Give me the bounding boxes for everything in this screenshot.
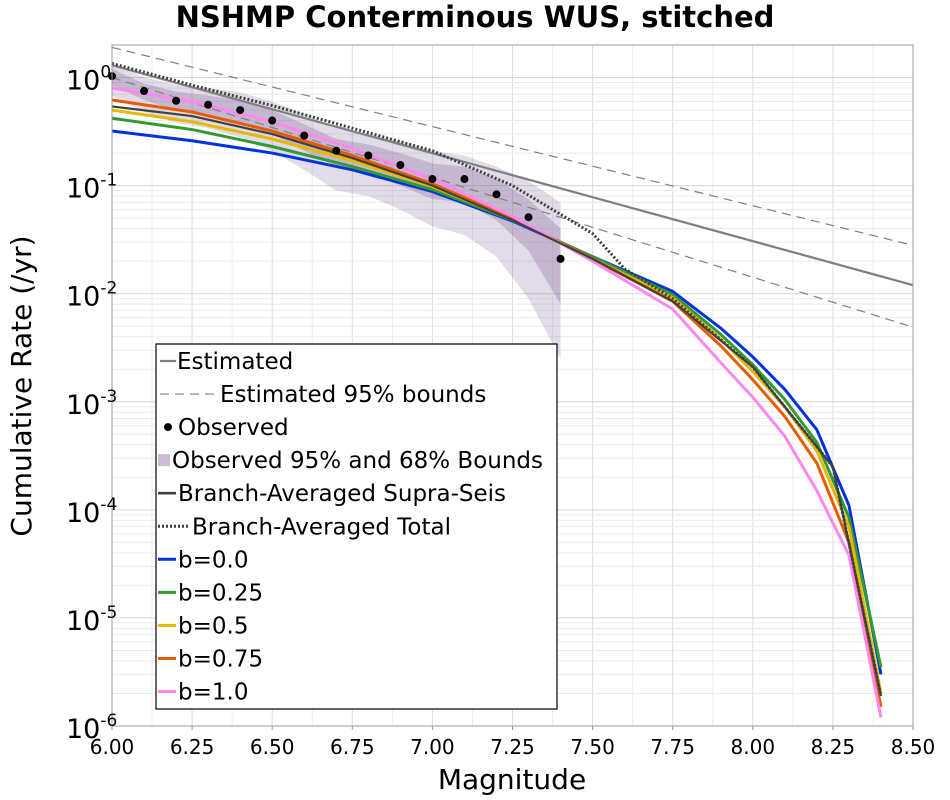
y-tick-exponent: -1 xyxy=(100,171,117,191)
estimated-upper-bound-line xyxy=(111,46,914,246)
legend-label: Estimated xyxy=(177,349,293,375)
y-tick-base: 10 xyxy=(66,498,100,529)
x-tick-label: 7.00 xyxy=(410,735,455,759)
x-tick-label: 8.50 xyxy=(891,735,936,759)
x-axis-title: Magnitude xyxy=(438,763,586,796)
legend-label: Observed 95% and 68% Bounds xyxy=(172,448,543,474)
y-tick-exponent: 0 xyxy=(100,63,111,83)
y-tick-label: 10-3 xyxy=(66,387,117,421)
observed-bounds-band xyxy=(112,63,561,359)
chart-title: NSHMP Conterminous WUS, stitched xyxy=(176,0,775,34)
y-tick-label: 10-1 xyxy=(66,171,117,205)
observed-point xyxy=(428,175,437,184)
series-line-b-0-5 xyxy=(111,108,883,694)
series-line-b-1-0 xyxy=(111,86,883,718)
x-tick-label: 8.25 xyxy=(811,735,856,759)
observed-68-bounds xyxy=(112,68,561,305)
legend-label: Estimated 95% bounds xyxy=(220,382,486,408)
observed-point xyxy=(524,213,533,222)
observed-point xyxy=(396,161,405,170)
y-tick-exponent: -2 xyxy=(100,279,117,299)
y-tick-base: 10 xyxy=(66,606,100,637)
legend-label: b=1.0 xyxy=(178,680,248,706)
observed-point xyxy=(300,131,309,140)
y-tick-label: 10-6 xyxy=(66,711,117,745)
legend-box xyxy=(155,343,558,710)
y-tick-base: 10 xyxy=(66,282,100,313)
estimated-lower-bound-line xyxy=(111,76,914,328)
observed-point xyxy=(556,254,565,263)
x-tick-label: 7.25 xyxy=(490,735,535,759)
grid xyxy=(111,44,914,727)
estimated-line xyxy=(111,64,914,287)
y-tick-label: 10-2 xyxy=(66,279,117,313)
legend-label: Branch-Averaged Supra-Seis xyxy=(178,481,506,507)
legend-swatch xyxy=(164,423,172,432)
y-tick-exponent: -5 xyxy=(100,603,117,623)
legend: Estimated Estimated 95% bounds Observed Obs… xyxy=(155,343,558,710)
y-tick-exponent: -4 xyxy=(100,495,117,515)
observed-point xyxy=(492,190,501,199)
series-line-b-0-25 xyxy=(111,116,883,668)
y-tick-base: 10 xyxy=(66,714,100,745)
observed-point xyxy=(460,175,469,184)
observed-point xyxy=(236,106,245,115)
y-tick-exponent: -6 xyxy=(100,711,117,731)
legend-swatch xyxy=(158,454,170,467)
legend-label: Branch-Averaged Total xyxy=(192,514,451,540)
observed-point xyxy=(140,87,149,96)
y-tick-base: 10 xyxy=(66,174,100,205)
observed-point xyxy=(332,146,341,155)
x-tick-label: 6.50 xyxy=(250,735,295,759)
legend-label: b=0.75 xyxy=(178,646,263,672)
y-tick-label: 10-5 xyxy=(66,603,117,637)
x-tick-label: 6.00 xyxy=(90,735,135,759)
observed-points xyxy=(108,72,565,263)
observed-point xyxy=(172,96,181,105)
x-tick-label: 8.00 xyxy=(731,735,776,759)
observed-95-bounds xyxy=(112,63,561,359)
x-tick-label: 7.75 xyxy=(650,735,695,759)
legend-label: b=0.0 xyxy=(178,547,248,573)
x-tick-label: 6.25 xyxy=(170,735,215,759)
observed-point xyxy=(204,100,213,109)
y-tick-base: 10 xyxy=(66,66,100,97)
legend-label: b=0.5 xyxy=(178,613,248,639)
x-tick-label: 6.75 xyxy=(330,735,375,759)
y-tick-label: 100 xyxy=(66,63,111,97)
observed-point xyxy=(268,116,277,125)
x-tick-label: 7.50 xyxy=(570,735,615,759)
x-tick-labels: 6.00 6.25 6.50 6.75 7.00 7.25 7.50 7.75 8.00 8.25… xyxy=(90,726,936,759)
y-tick-exponent: -3 xyxy=(100,387,117,407)
y-tick-label: 10-4 xyxy=(66,495,117,529)
legend-label: Observed xyxy=(178,415,289,441)
observed-point xyxy=(364,151,373,160)
y-tick-base: 10 xyxy=(66,390,100,421)
legend-label: b=0.25 xyxy=(178,580,263,606)
series-lines xyxy=(111,46,914,718)
y-axis-title: Cumulative Rate (/yr) xyxy=(5,235,38,536)
